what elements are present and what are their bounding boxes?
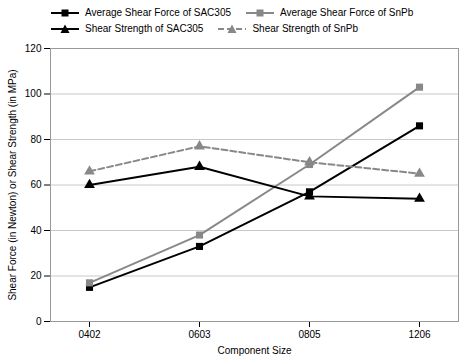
svg-text:120: 120 — [25, 43, 42, 54]
svg-text:20: 20 — [30, 270, 42, 281]
svg-text:0805: 0805 — [298, 329, 321, 340]
svg-text:0603: 0603 — [188, 329, 211, 340]
svg-text:60: 60 — [30, 179, 42, 190]
svg-text:1206: 1206 — [408, 329, 431, 340]
svg-text:80: 80 — [30, 134, 42, 145]
svg-text:Shear Force (in Newton) or She: Shear Force (in Newton) or Shear Strengt… — [7, 69, 18, 300]
html-text:Average Shear Force of SnPb: Average Shear Force of SnPb — [280, 7, 414, 18]
svg-text:40: 40 — [30, 225, 42, 236]
svg-text:0: 0 — [36, 316, 42, 327]
html-text:Shear Strength of SnPb: Shear Strength of SnPb — [252, 23, 358, 34]
svg-text:Component Size: Component Size — [218, 345, 292, 356]
html-text:Average Shear Force of SAC305: Average Shear Force of SAC305 — [85, 7, 231, 18]
svg-text:100: 100 — [25, 88, 42, 99]
html-text:Shear Strength of SAC305: Shear Strength of SAC305 — [85, 23, 204, 34]
svg-text:0402: 0402 — [78, 329, 101, 340]
